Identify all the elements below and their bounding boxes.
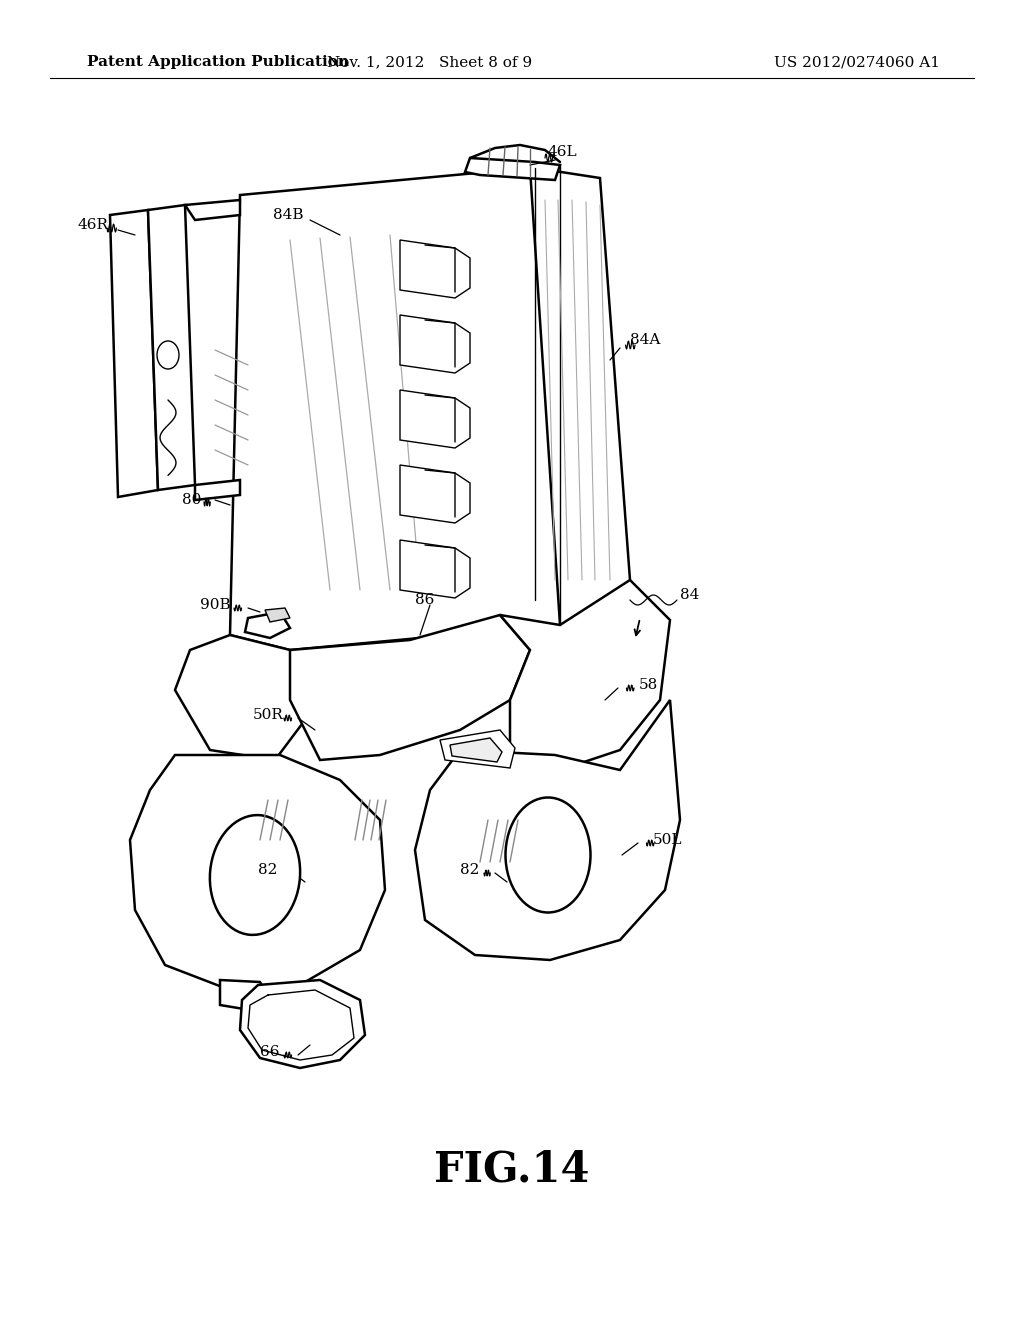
- Polygon shape: [245, 612, 290, 638]
- Polygon shape: [130, 755, 385, 990]
- Polygon shape: [400, 315, 470, 374]
- Polygon shape: [440, 730, 515, 768]
- Polygon shape: [415, 700, 680, 960]
- Text: Patent Application Publication: Patent Application Publication: [87, 55, 349, 69]
- Polygon shape: [195, 480, 240, 500]
- Ellipse shape: [157, 341, 179, 370]
- Ellipse shape: [506, 797, 591, 912]
- Text: 50L: 50L: [653, 833, 683, 847]
- Polygon shape: [185, 201, 240, 220]
- Text: 90B: 90B: [200, 598, 230, 612]
- Polygon shape: [175, 635, 319, 760]
- Polygon shape: [290, 615, 530, 760]
- Text: 86: 86: [416, 593, 434, 607]
- Polygon shape: [500, 579, 670, 770]
- Text: FIG.14: FIG.14: [434, 1148, 590, 1191]
- Polygon shape: [220, 979, 270, 1010]
- Text: 46L: 46L: [547, 145, 577, 158]
- Ellipse shape: [210, 814, 300, 935]
- Text: 46R: 46R: [78, 218, 109, 232]
- Polygon shape: [465, 158, 560, 180]
- Polygon shape: [400, 240, 470, 298]
- Text: 58: 58: [638, 678, 657, 692]
- Text: 84A: 84A: [630, 333, 660, 347]
- Text: US 2012/0274060 A1: US 2012/0274060 A1: [774, 55, 940, 69]
- Text: 50R: 50R: [253, 708, 284, 722]
- Polygon shape: [110, 210, 158, 498]
- Text: 80: 80: [182, 492, 202, 507]
- Polygon shape: [500, 168, 630, 624]
- Polygon shape: [230, 168, 560, 649]
- Text: 84B: 84B: [272, 209, 303, 222]
- Polygon shape: [400, 389, 470, 447]
- Polygon shape: [400, 540, 470, 598]
- Polygon shape: [240, 979, 365, 1068]
- Text: 66: 66: [260, 1045, 280, 1059]
- Text: 82: 82: [461, 863, 479, 876]
- Polygon shape: [450, 738, 502, 762]
- Text: Nov. 1, 2012   Sheet 8 of 9: Nov. 1, 2012 Sheet 8 of 9: [328, 55, 532, 69]
- Text: 82: 82: [258, 863, 278, 876]
- Polygon shape: [148, 205, 195, 490]
- Polygon shape: [400, 465, 470, 523]
- Polygon shape: [265, 609, 290, 622]
- Text: 84: 84: [680, 587, 699, 602]
